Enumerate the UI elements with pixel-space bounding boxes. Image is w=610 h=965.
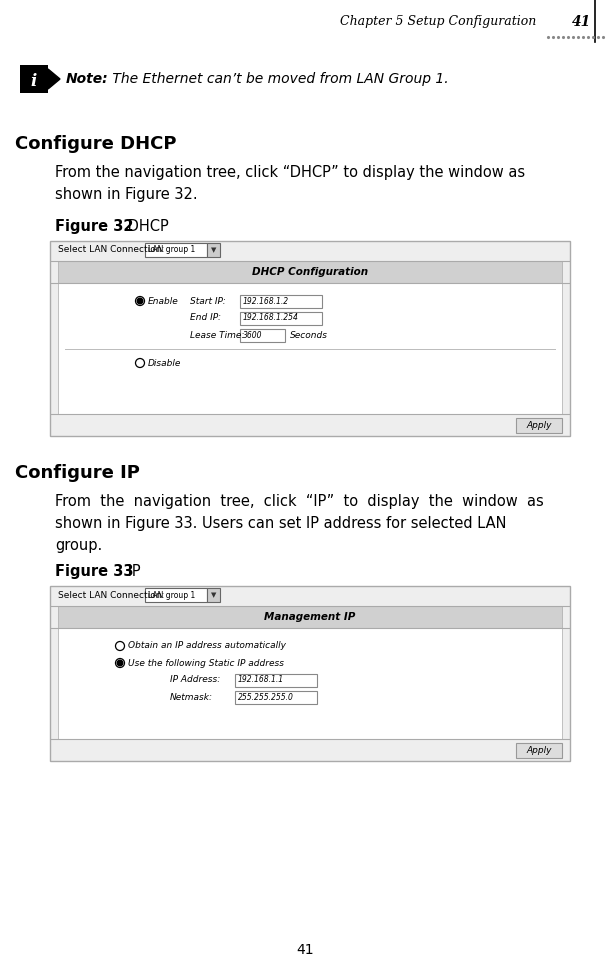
Text: From the navigation tree, click “DHCP” to display the window as: From the navigation tree, click “DHCP” t… <box>55 165 525 180</box>
FancyBboxPatch shape <box>235 674 317 686</box>
FancyBboxPatch shape <box>58 628 562 739</box>
Text: Enable: Enable <box>148 296 179 306</box>
Text: ▼: ▼ <box>211 592 216 598</box>
Text: Use the following Static IP address: Use the following Static IP address <box>128 658 284 668</box>
FancyBboxPatch shape <box>240 328 285 342</box>
FancyBboxPatch shape <box>207 588 220 602</box>
Text: 41: 41 <box>572 15 591 29</box>
Text: LAN group 1: LAN group 1 <box>148 245 195 255</box>
Text: DHCP Configuration: DHCP Configuration <box>252 267 368 277</box>
FancyBboxPatch shape <box>240 312 322 324</box>
FancyBboxPatch shape <box>235 691 317 703</box>
Text: Select LAN Connection:: Select LAN Connection: <box>58 245 164 255</box>
Text: The Ethernet can’t be moved from LAN Group 1.: The Ethernet can’t be moved from LAN Gro… <box>108 72 448 86</box>
Text: shown in Figure 33. Users can set IP address for selected LAN: shown in Figure 33. Users can set IP add… <box>55 516 506 531</box>
FancyBboxPatch shape <box>516 418 562 433</box>
Text: 255.255.255.0: 255.255.255.0 <box>238 693 294 702</box>
FancyBboxPatch shape <box>50 586 570 761</box>
Text: DHCP: DHCP <box>123 219 169 234</box>
Text: Select LAN Connection:: Select LAN Connection: <box>58 591 164 599</box>
FancyBboxPatch shape <box>240 294 322 308</box>
FancyBboxPatch shape <box>50 241 570 436</box>
FancyBboxPatch shape <box>20 65 48 93</box>
Text: Obtain an IP address automatically: Obtain an IP address automatically <box>128 642 286 650</box>
Circle shape <box>137 298 143 304</box>
Text: Disable: Disable <box>148 359 181 368</box>
Text: Netmask:: Netmask: <box>170 693 213 702</box>
Text: 192.168.1.254: 192.168.1.254 <box>243 314 299 322</box>
Text: 3600: 3600 <box>243 330 262 340</box>
Text: End IP:: End IP: <box>190 314 221 322</box>
Text: Seconds: Seconds <box>290 330 328 340</box>
Text: LAN group 1: LAN group 1 <box>148 591 195 599</box>
FancyBboxPatch shape <box>145 243 207 257</box>
Polygon shape <box>48 69 60 89</box>
Text: i: i <box>31 72 37 90</box>
Text: IP: IP <box>123 564 141 579</box>
Text: Start IP:: Start IP: <box>190 296 226 306</box>
Text: From  the  navigation  tree,  click  “IP”  to  display  the  window  as: From the navigation tree, click “IP” to … <box>55 494 544 509</box>
FancyBboxPatch shape <box>207 243 220 257</box>
Text: Note:: Note: <box>66 72 109 86</box>
FancyBboxPatch shape <box>516 743 562 758</box>
Text: 192.168.1.2: 192.168.1.2 <box>243 296 289 306</box>
Text: Figure 33: Figure 33 <box>55 564 134 579</box>
Text: Chapter 5 Setup Configuration: Chapter 5 Setup Configuration <box>340 15 536 29</box>
Text: shown in Figure 32.: shown in Figure 32. <box>55 187 198 202</box>
FancyBboxPatch shape <box>58 261 562 283</box>
Text: group.: group. <box>55 538 102 553</box>
Text: Apply: Apply <box>526 421 552 430</box>
Text: Configure DHCP: Configure DHCP <box>15 135 176 153</box>
Text: ▼: ▼ <box>211 247 216 253</box>
FancyBboxPatch shape <box>58 283 562 414</box>
Text: Apply: Apply <box>526 746 552 755</box>
Text: 41: 41 <box>296 943 314 957</box>
Text: Figure 32: Figure 32 <box>55 219 134 234</box>
Text: IP Address:: IP Address: <box>170 676 220 684</box>
FancyBboxPatch shape <box>145 588 207 602</box>
Text: 192.168.1.1: 192.168.1.1 <box>238 676 284 684</box>
Text: Management IP: Management IP <box>264 612 356 622</box>
Text: Configure IP: Configure IP <box>15 464 140 482</box>
Text: Lease Time:: Lease Time: <box>190 330 245 340</box>
Circle shape <box>117 660 123 666</box>
FancyBboxPatch shape <box>58 606 562 628</box>
